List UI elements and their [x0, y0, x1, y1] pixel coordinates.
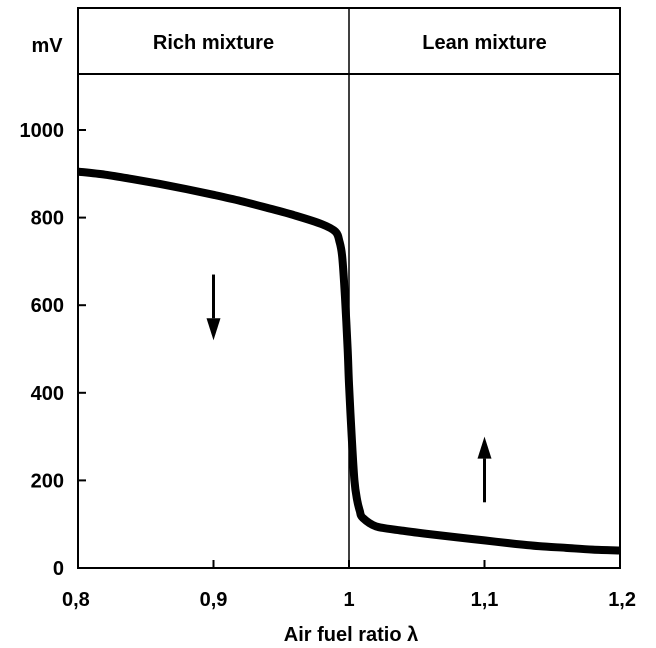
- y-tick-label: 1000: [20, 120, 65, 142]
- annotation-layer: [206, 274, 492, 503]
- y-tick-label: 200: [31, 470, 64, 492]
- x-axis-label: Air fuel ratio λ: [284, 624, 418, 646]
- sensor-voltage-line: [77, 167, 621, 555]
- down-arrow-icon: [206, 274, 221, 341]
- y-tick-label: 600: [31, 295, 64, 317]
- arrow-head: [477, 436, 492, 459]
- up-arrow-icon: [477, 436, 492, 503]
- x-tick-label: 0,9: [200, 589, 228, 611]
- y-axis: 0 200 400 600 800 1000: [20, 120, 86, 580]
- arrow-head: [206, 318, 221, 341]
- plot-frame: [77, 7, 621, 569]
- y-tick-label: 400: [31, 383, 64, 405]
- region-header: Rich mixture Lean mixture: [153, 32, 547, 54]
- x-tick-label: 1,2: [608, 589, 636, 611]
- x-tick-label: 1,1: [471, 589, 499, 611]
- y-tick-label: 800: [31, 208, 64, 230]
- region-label-lean: Lean mixture: [422, 32, 546, 54]
- y-tick-label: 0: [53, 558, 64, 580]
- series-layer: [77, 167, 621, 555]
- x-tick-label: 0,8: [62, 589, 90, 611]
- region-label-rich: Rich mixture: [153, 32, 274, 54]
- x-axis: 0,8 0,9 1 1,1 1,2: [62, 560, 636, 611]
- y-axis-label: mV: [31, 35, 63, 57]
- x-tick-label: 1: [343, 589, 354, 611]
